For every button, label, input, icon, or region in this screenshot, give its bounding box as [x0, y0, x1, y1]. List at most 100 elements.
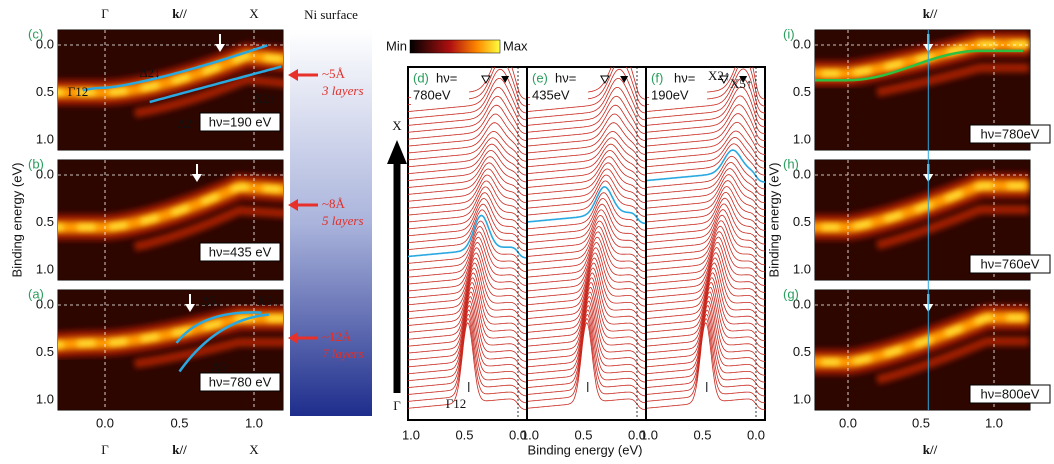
edc-curve: [408, 321, 527, 411]
photon-box: [969, 124, 1051, 144]
edc-curve: [408, 203, 527, 245]
edc-curve: [408, 156, 527, 190]
peak-marker-open: [719, 75, 729, 85]
x-tick-label: 0.5: [574, 427, 592, 442]
band-secondary: [876, 63, 1029, 97]
edc-curve: [527, 267, 646, 328]
edc-curve: [527, 68, 646, 114]
y-tick-label: 0.0: [36, 296, 54, 311]
band-peak: [815, 183, 1029, 230]
edc-curve: [408, 214, 527, 259]
edc-curve: [527, 220, 646, 266]
surface-title: Ni surface: [304, 7, 358, 22]
x-tick-label: 0.0: [747, 427, 765, 442]
layer-count: 7 layers: [322, 346, 364, 361]
edc-curve: [408, 296, 527, 369]
band-label: X2↑: [254, 91, 276, 106]
x-tick-label: 1.0: [245, 415, 263, 430]
peak-marker-filled: [501, 76, 510, 83]
edc-curve: [408, 104, 527, 142]
edc-curve: [408, 314, 527, 397]
y-tick-label: 0.5: [793, 214, 811, 229]
edc-curve: [408, 272, 527, 335]
edc-curve: [527, 137, 646, 169]
edc-curve: [408, 267, 527, 328]
edc-curve: [408, 95, 527, 135]
panel-content: [58, 290, 283, 410]
edc-curve: [527, 209, 646, 252]
direction-arrow-head: [387, 140, 407, 164]
edc-curve: [646, 136, 765, 169]
edc-curve: [408, 150, 527, 183]
edc-curve: [408, 78, 527, 121]
model-band: [815, 49, 1024, 82]
edc-curve: [646, 220, 765, 266]
edc-curve: [527, 305, 646, 383]
edc-curve: [646, 186, 765, 224]
x-tick-label: 0.0: [839, 415, 857, 430]
edc-curve: [408, 130, 527, 162]
panel-content: [58, 30, 283, 150]
layer-count: 3 layers: [321, 83, 364, 98]
x-tick-label: 0.5: [912, 415, 930, 430]
edc-curve: [646, 236, 765, 287]
edc-curve: [646, 318, 765, 404]
bottom-axis-label: Γ: [101, 442, 109, 457]
panel-tag: (f): [651, 70, 663, 85]
edc-curve: [527, 156, 646, 190]
panel-content: [815, 290, 1030, 410]
photon-box: [199, 242, 281, 262]
label-bg: [530, 71, 588, 105]
probe-depth: ~5Å: [322, 66, 346, 81]
depth-arrow-head: [288, 69, 298, 81]
model-band: [82, 44, 268, 92]
edc-curve: [408, 209, 527, 252]
edc-curve: [527, 291, 646, 362]
edc-curve: [408, 186, 527, 224]
edc-curve: [646, 309, 765, 390]
edc-curve: [408, 143, 527, 176]
edc-curve: [646, 77, 765, 121]
edc-curve: [408, 226, 527, 273]
edc-curve: [646, 149, 765, 183]
top-axis-label: k//: [172, 6, 187, 21]
y-tick-label: 0.5: [793, 84, 811, 99]
edc-curve: [527, 215, 646, 259]
photon-box: [969, 384, 1051, 404]
band-label: Δ2↑: [177, 116, 198, 131]
band-label: X5↑: [257, 293, 279, 308]
edc-curve: [408, 87, 527, 128]
edc-curve: [408, 262, 527, 321]
edc-curve: [646, 209, 765, 252]
panel-tag: (c): [28, 26, 43, 41]
edc-curve: [408, 286, 527, 356]
y-tick-label: 0.0: [36, 36, 54, 51]
edc-curve: [408, 122, 527, 155]
edc-curve: [527, 180, 646, 218]
edc-curve: [408, 168, 527, 204]
edc-curve: [527, 122, 646, 155]
probe-depth: ~8Å: [322, 196, 346, 211]
panel-tag: (d): [413, 70, 429, 85]
edc-curve: [408, 198, 527, 238]
edc-curve: [408, 281, 527, 349]
edc-curve: [646, 104, 765, 142]
photon-energy: 190eV: [651, 87, 689, 102]
y-tick-label: 0.0: [793, 296, 811, 311]
edc-curve: [527, 300, 646, 376]
band-label: Δ5↓: [201, 293, 222, 308]
photon-energy: 435eV: [532, 87, 570, 102]
photon-energy: hν=780eV: [981, 126, 1040, 141]
probe-depth: ~12Å: [322, 329, 352, 344]
edc-curve: [408, 68, 527, 114]
top-axis-label: k//: [923, 6, 938, 21]
panel-content: [527, 67, 646, 420]
edc-curve: [527, 242, 646, 293]
edc-curve: [408, 291, 527, 362]
peak-marker-open: [481, 75, 491, 85]
band-secondary: [133, 205, 283, 252]
band-label: Δ2↓: [139, 65, 160, 80]
y-tick-label: 0.0: [36, 166, 54, 181]
edc-curve: [646, 257, 765, 314]
